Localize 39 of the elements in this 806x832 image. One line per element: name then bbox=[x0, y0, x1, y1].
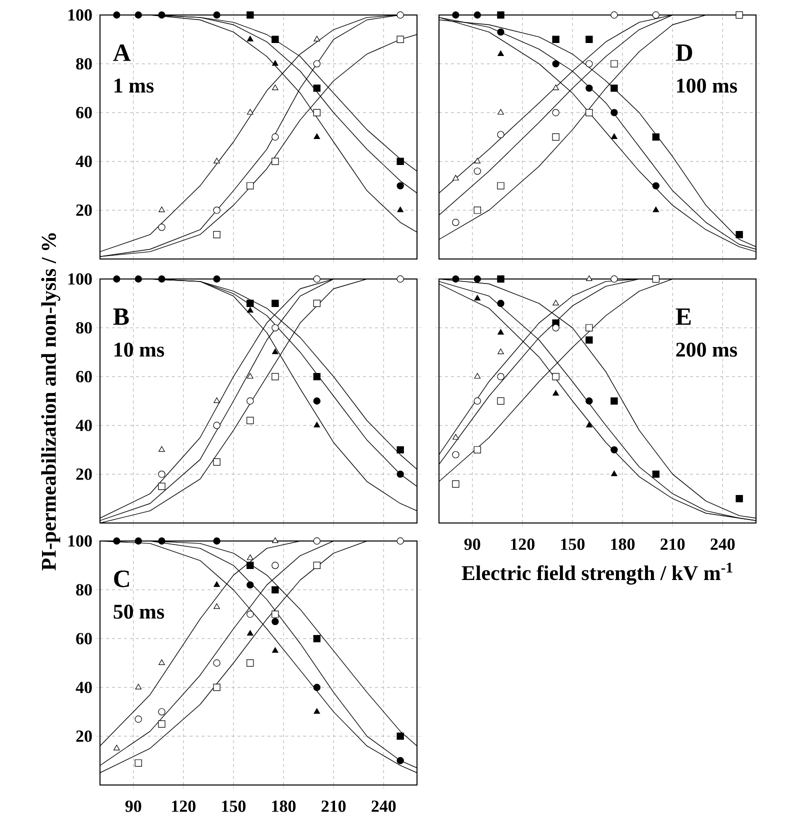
text: 100 ms bbox=[677, 78, 738, 93]
y-tick-label: 60 bbox=[76, 106, 92, 118]
x-tick-label: 240 bbox=[710, 538, 735, 550]
x-tick-label: 120 bbox=[511, 538, 534, 550]
x-tick-label: 90 bbox=[464, 538, 480, 550]
y-tick-label: 100 bbox=[68, 273, 92, 285]
y-tick-label: 40 bbox=[76, 156, 92, 168]
y-tick-label: 40 bbox=[76, 682, 92, 694]
text: 1 ms bbox=[114, 78, 154, 93]
x-tick-label: 150 bbox=[222, 800, 246, 812]
y-tick-label: 60 bbox=[76, 632, 92, 644]
y-axis-title: PI-permeabilization and non-lysis / % bbox=[41, 233, 60, 570]
text: C bbox=[114, 570, 129, 588]
text: 10 ms bbox=[114, 342, 164, 357]
x-tick-label: 210 bbox=[322, 800, 346, 812]
x-tick-label: 120 bbox=[172, 800, 196, 812]
y-tick-label: 40 bbox=[76, 420, 92, 432]
y-tick-label: 20 bbox=[76, 204, 92, 216]
y-tick-label: 20 bbox=[76, 730, 92, 742]
y-tick-label: 100 bbox=[68, 9, 92, 21]
y-tick-label: 80 bbox=[76, 322, 92, 334]
text: B bbox=[113, 308, 129, 325]
text: 50 ms bbox=[114, 604, 164, 619]
text: D bbox=[676, 44, 692, 61]
x-tick-label: 240 bbox=[372, 800, 396, 812]
x-tick-label: 150 bbox=[561, 538, 585, 550]
y-tick-label: 20 bbox=[76, 468, 92, 480]
text: 200 ms bbox=[676, 342, 738, 357]
x-tick-label: 210 bbox=[660, 538, 685, 550]
text: A bbox=[113, 44, 131, 61]
x-tick-label: 180 bbox=[611, 538, 635, 550]
y-tick-label: 60 bbox=[76, 370, 92, 382]
x-tick-label: 180 bbox=[272, 800, 296, 812]
y-tick-label: 100 bbox=[68, 535, 92, 547]
y-tick-label: 80 bbox=[76, 58, 92, 70]
x-tick-label: 90 bbox=[125, 800, 142, 812]
text: E bbox=[676, 308, 691, 325]
x-axis-title: Electric field strength / kV m$^{-1}$ bbox=[462, 562, 732, 585]
y-tick-label: 80 bbox=[76, 584, 92, 596]
